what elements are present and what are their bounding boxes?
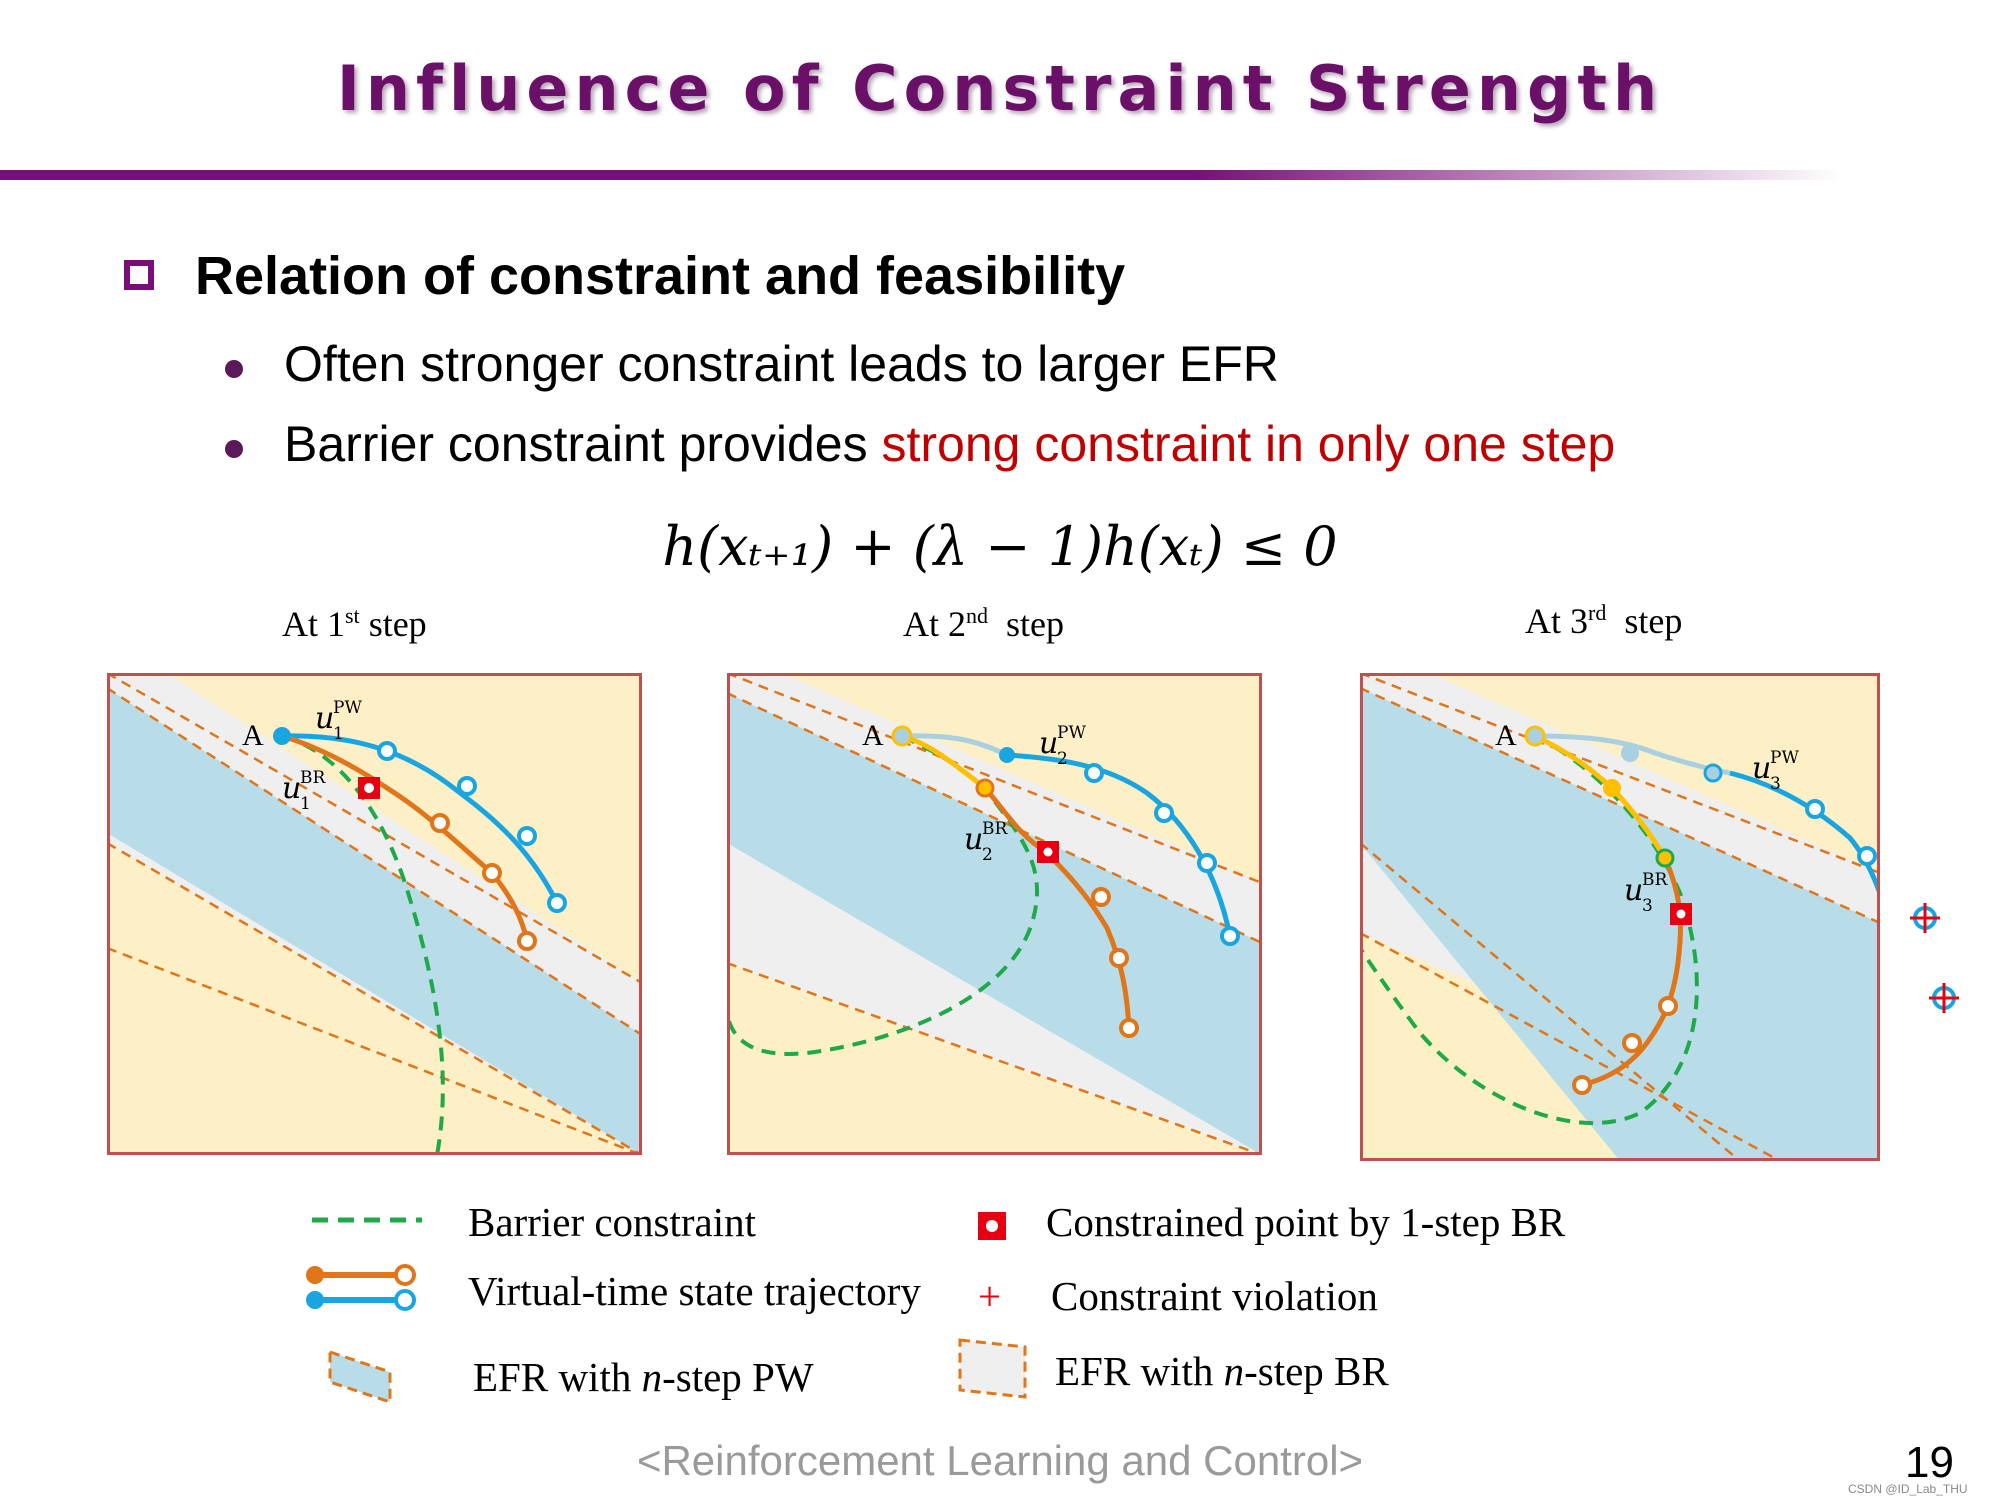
legend-violation-label: Constraint violation xyxy=(1051,1273,1378,1319)
legend-trajectory-label: Virtual-time state trajectory xyxy=(468,1268,921,1314)
svg-text:3: 3 xyxy=(1770,774,1781,794)
svg-text:3: 3 xyxy=(1642,896,1653,916)
bullet-dot-icon xyxy=(225,440,243,458)
efr-br-boundaries xyxy=(107,673,642,1155)
title-divider xyxy=(0,170,1840,180)
svg-text:PW: PW xyxy=(1770,748,1799,768)
br-points xyxy=(1572,996,1678,1095)
point-a-label: A xyxy=(862,719,884,752)
violation-markers xyxy=(1910,903,1959,1013)
svg-text:BR: BR xyxy=(982,819,1008,839)
efr-pw-legend-icon xyxy=(328,1349,392,1405)
trajectory-legend-icon xyxy=(394,1289,416,1311)
pw-points xyxy=(377,741,567,913)
panel-1-diagram: A u 1 PW u 1 BR xyxy=(107,673,642,1155)
panel-border xyxy=(107,673,642,1155)
pw-points xyxy=(1084,763,1240,946)
pw-points xyxy=(1805,799,1877,866)
svg-text:2: 2 xyxy=(1057,749,1068,769)
pw-label: u xyxy=(1752,751,1771,786)
svg-text:PW: PW xyxy=(333,698,362,718)
efr-br-legend-icon xyxy=(958,1338,1027,1399)
legend-icons-right xyxy=(958,1212,1027,1399)
point-a-label: A xyxy=(1495,719,1517,752)
panel-border xyxy=(1360,673,1880,1161)
svg-text:2: 2 xyxy=(982,845,993,865)
br-points xyxy=(1091,887,1139,1038)
legend-icons-left xyxy=(306,1217,422,1405)
pw-label: u xyxy=(1039,726,1058,761)
panel-border xyxy=(727,673,1262,1155)
br-trajectory xyxy=(983,786,1132,1029)
violation-legend-icon: + xyxy=(978,1273,1002,1319)
point-a-label: A xyxy=(242,719,264,752)
legend-efr-pw-label: EFR with n-step PW xyxy=(473,1354,814,1400)
efr-pw-region xyxy=(727,693,1262,1155)
square-bullet-icon xyxy=(124,260,154,290)
efr-pw-region xyxy=(107,688,642,1155)
watermark: CSDN @ID_Lab_THU xyxy=(1848,1482,1968,1496)
barrier-constraint-curve xyxy=(727,734,1040,1056)
svg-text:1: 1 xyxy=(333,724,344,744)
bullet-2-text: Barrier constraint provides xyxy=(284,416,882,472)
br-label: u xyxy=(964,822,983,857)
br-points xyxy=(430,813,537,951)
point-a-marker xyxy=(891,725,913,747)
br-label: u xyxy=(282,771,301,806)
barrier-constraint-curve xyxy=(1360,734,1699,1126)
panel-3-step-label: At 3rd step xyxy=(1525,600,1683,641)
point-a-marker xyxy=(273,727,291,745)
panel-2-diagram: A u 2 PW u 2 BR xyxy=(727,673,1262,1155)
efr-br-boundaries xyxy=(727,673,1262,1155)
br-label: u xyxy=(1624,873,1643,908)
panel-2-step-label: At 2nd step xyxy=(903,603,1064,644)
legend-efr-br-label: EFR with n-step BR xyxy=(1055,1348,1389,1394)
svg-text:BR: BR xyxy=(300,768,326,788)
svg-text:BR: BR xyxy=(1642,870,1668,890)
efr-pw-region xyxy=(1360,688,1880,1161)
bullet-1: Often stronger constraint leads to large… xyxy=(284,335,1279,393)
slide-title: Influence of Constraint Strength xyxy=(336,52,1664,125)
pw-trajectory xyxy=(1006,752,1233,937)
br-trajectory xyxy=(1581,857,1683,1088)
page-number: 19 xyxy=(1905,1438,1954,1487)
bullet-2-highlight: strong constraint in only one step xyxy=(881,416,1616,472)
pw-label: u xyxy=(315,701,334,736)
pw-trajectory xyxy=(281,733,560,905)
legend-barrier-label: Barrier constraint xyxy=(468,1199,757,1245)
section-heading: Relation of constraint and feasibility xyxy=(195,246,1126,306)
legend-constrained-point-label: Constrained point by 1-step BR xyxy=(1046,1199,1566,1245)
svg-text:1: 1 xyxy=(300,794,311,814)
svg-text:PW: PW xyxy=(1057,723,1086,743)
efr-br-boundaries xyxy=(1360,673,1880,1161)
bullet-2: Barrier constraint provides strong const… xyxy=(284,415,1615,473)
panel-1-step-label: At 1st step xyxy=(282,603,427,644)
panel-3-diagram: A u 3 PW u 3 BR xyxy=(1360,673,1880,1161)
barrier-constraint-curve xyxy=(281,734,445,1155)
pw-trajectory xyxy=(1729,770,1880,901)
bullet-1-text: Often stronger constraint leads to large… xyxy=(284,336,1279,392)
bullet-dot-icon xyxy=(225,360,243,378)
course-footer: <Reinforcement Learning and Control> xyxy=(636,1437,1364,1484)
point-a-marker xyxy=(1524,725,1546,747)
barrier-equation: h(xₜ₊₁) + (λ − 1)h(xₜ) ≤ 0 xyxy=(662,515,1338,578)
